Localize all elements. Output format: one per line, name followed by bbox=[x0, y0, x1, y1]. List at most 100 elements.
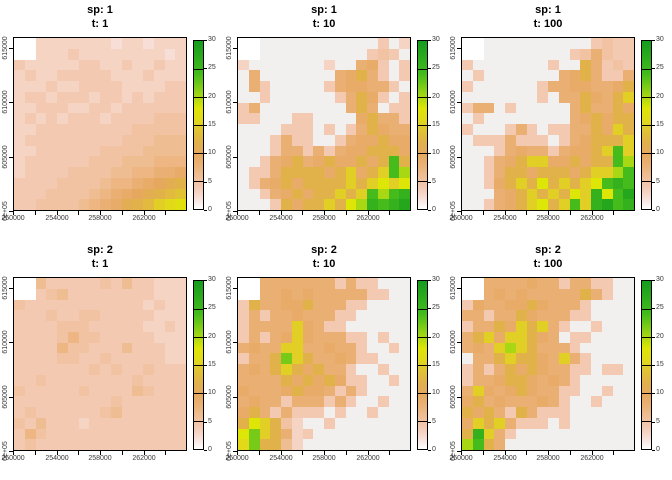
color-key-tick-line bbox=[194, 309, 203, 310]
color-key-tick-label: 0 bbox=[432, 206, 436, 213]
heatmap-cell bbox=[14, 124, 25, 135]
heatmap-cell bbox=[591, 59, 602, 71]
heatmap-cell bbox=[591, 102, 602, 114]
x-axis-tick-label: 262000 bbox=[580, 455, 604, 462]
heatmap-cell bbox=[175, 310, 186, 321]
heatmap-cell bbox=[569, 48, 581, 60]
heatmap-cell bbox=[313, 81, 324, 92]
heatmap-cell bbox=[24, 38, 36, 49]
heatmap-cell bbox=[591, 353, 602, 364]
heatmap-cell bbox=[388, 428, 400, 440]
heatmap-cell bbox=[164, 417, 176, 429]
heatmap-cell bbox=[356, 288, 367, 300]
heatmap-cell bbox=[483, 156, 495, 167]
x-axis-tick bbox=[548, 451, 549, 455]
color-key-tick-line bbox=[418, 337, 427, 338]
color-key-tick-line bbox=[642, 337, 651, 338]
heatmap-cell bbox=[78, 145, 90, 157]
heatmap-cell bbox=[291, 331, 303, 343]
heatmap-cell bbox=[591, 364, 602, 375]
heatmap-cell bbox=[472, 396, 484, 407]
heatmap-cell bbox=[291, 278, 303, 289]
heatmap-cell bbox=[472, 134, 484, 146]
heatmap-cell bbox=[46, 113, 57, 124]
heatmap-cell bbox=[483, 288, 495, 300]
heatmap-cell bbox=[515, 177, 527, 189]
heatmap-cell bbox=[143, 102, 154, 114]
y-axis-tick bbox=[9, 157, 13, 158]
heatmap-cell bbox=[153, 81, 165, 92]
heatmap-cell bbox=[302, 278, 314, 289]
heatmap-cell bbox=[248, 310, 260, 321]
heatmap-cell bbox=[110, 364, 122, 375]
heatmap-cell bbox=[505, 321, 516, 332]
heatmap-cell bbox=[78, 188, 90, 200]
heatmap-cell bbox=[291, 342, 303, 354]
heatmap-cell bbox=[175, 199, 186, 210]
heatmap-cell bbox=[24, 353, 36, 364]
heatmap-cell bbox=[569, 321, 581, 332]
heatmap-cell bbox=[67, 177, 79, 189]
heatmap-cell bbox=[612, 310, 624, 321]
color-key-tick-label: 5 bbox=[432, 418, 436, 425]
heatmap-cell bbox=[46, 342, 57, 354]
heatmap-cell bbox=[472, 124, 484, 135]
heatmap-cell bbox=[67, 167, 79, 178]
heatmap-cell bbox=[78, 177, 90, 189]
heatmap-cell bbox=[100, 374, 111, 386]
heatmap-cell bbox=[334, 374, 346, 386]
heatmap-cell bbox=[548, 374, 559, 386]
heatmap-cell bbox=[345, 385, 357, 397]
heatmap-cell bbox=[591, 299, 602, 311]
heatmap-cell bbox=[153, 364, 165, 375]
heatmap-cell bbox=[356, 91, 367, 103]
heatmap-cell bbox=[612, 299, 624, 311]
heatmap-cell bbox=[462, 278, 473, 289]
heatmap-cell bbox=[302, 91, 314, 103]
heatmap-cell bbox=[302, 331, 314, 343]
heatmap-cell bbox=[175, 374, 186, 386]
heatmap-cell bbox=[153, 188, 165, 200]
heatmap-cell bbox=[569, 428, 581, 440]
heatmap-cell bbox=[14, 156, 25, 167]
heatmap-cell bbox=[110, 81, 122, 92]
heatmap-cell bbox=[248, 177, 260, 189]
heatmap-cell bbox=[291, 299, 303, 311]
heatmap-cell bbox=[121, 199, 133, 210]
x-axis-tick bbox=[526, 451, 527, 455]
heatmap-cell bbox=[483, 299, 495, 311]
heatmap-cell bbox=[526, 167, 538, 178]
heatmap-cell bbox=[569, 288, 581, 300]
x-axis-tick bbox=[100, 211, 101, 215]
heatmap-cell bbox=[89, 299, 100, 311]
heatmap-cell bbox=[164, 321, 176, 332]
heatmap-cell bbox=[483, 385, 495, 397]
heatmap-cell bbox=[483, 124, 495, 135]
heatmap-cell bbox=[580, 188, 591, 200]
heatmap-cell bbox=[515, 167, 527, 178]
heatmap-cell bbox=[46, 134, 57, 146]
heatmap-cell bbox=[505, 156, 516, 167]
heatmap-cell bbox=[35, 288, 47, 300]
color-key-tick-label: 10 bbox=[208, 149, 216, 156]
heatmap-cell bbox=[248, 396, 260, 407]
heatmap-cell bbox=[110, 417, 122, 429]
heatmap-cell bbox=[67, 199, 79, 210]
heatmap-cell bbox=[324, 113, 335, 124]
heatmap-cell bbox=[591, 38, 602, 49]
heatmap-cell bbox=[526, 70, 538, 81]
heatmap-cell bbox=[483, 417, 495, 429]
heatmap-cell bbox=[121, 102, 133, 114]
heatmap-cell bbox=[248, 199, 260, 210]
heatmap-cell bbox=[57, 91, 68, 103]
heatmap-cell bbox=[281, 439, 292, 450]
x-axis-tick bbox=[144, 211, 145, 215]
heatmap-cell bbox=[334, 124, 346, 135]
color-key-tick-line bbox=[194, 153, 203, 154]
heatmap-cell bbox=[57, 364, 68, 375]
heatmap-cell bbox=[313, 177, 324, 189]
heatmap-cell bbox=[35, 188, 47, 200]
heatmap-cell bbox=[356, 299, 367, 311]
heatmap-cell bbox=[569, 124, 581, 135]
heatmap-cell bbox=[57, 342, 68, 354]
